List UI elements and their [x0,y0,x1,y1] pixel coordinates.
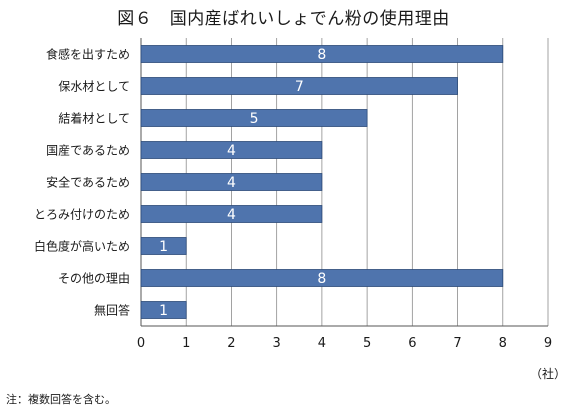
x-tick-label: 5 [363,336,371,351]
footnote: 注：複数回答を含む。 [6,393,116,406]
bar [140,141,323,159]
category-label: その他の理由 [58,272,130,286]
x-tick-label: 4 [318,336,326,351]
data-label: 7 [295,79,304,95]
data-label: 4 [227,175,236,191]
category-label: 結着材として [58,111,130,126]
x-tick-label: 2 [227,336,235,351]
category-label: 国産であるため [46,143,130,158]
x-tick-label: 8 [499,336,507,351]
data-label: 1 [159,239,168,255]
category-label: 安全であるため [46,175,130,190]
data-label: 1 [159,303,168,319]
bar [140,269,504,287]
x-tick-label: 3 [273,336,281,351]
data-label: 8 [317,271,326,287]
x-tick-label: 7 [453,336,461,351]
category-label: 白色度が高いため [34,239,130,254]
bar [140,301,187,319]
category-label: 食感を出すため [46,47,130,62]
category-label: 保水材として [58,80,130,94]
chart-title: 図６ 国内産ばれいしょでん粉の使用理由 [117,9,450,29]
data-label: 8 [317,47,326,63]
x-tick-label: 1 [182,336,190,351]
bar [140,109,368,127]
data-label: 4 [227,207,236,223]
bar [140,173,323,191]
x-tick-label: 6 [408,336,416,351]
category-label: 無回答 [94,303,130,318]
bar [140,45,504,63]
x-tick-label: 0 [137,336,145,351]
bar [140,205,323,223]
x-axis-unit: （社） [530,366,566,381]
category-label: とろみ付けのため [34,208,130,222]
x-tick-label: 9 [544,336,552,351]
bar [140,77,458,95]
bar [140,237,187,255]
data-label: 4 [227,143,236,159]
data-label: 5 [250,111,259,127]
